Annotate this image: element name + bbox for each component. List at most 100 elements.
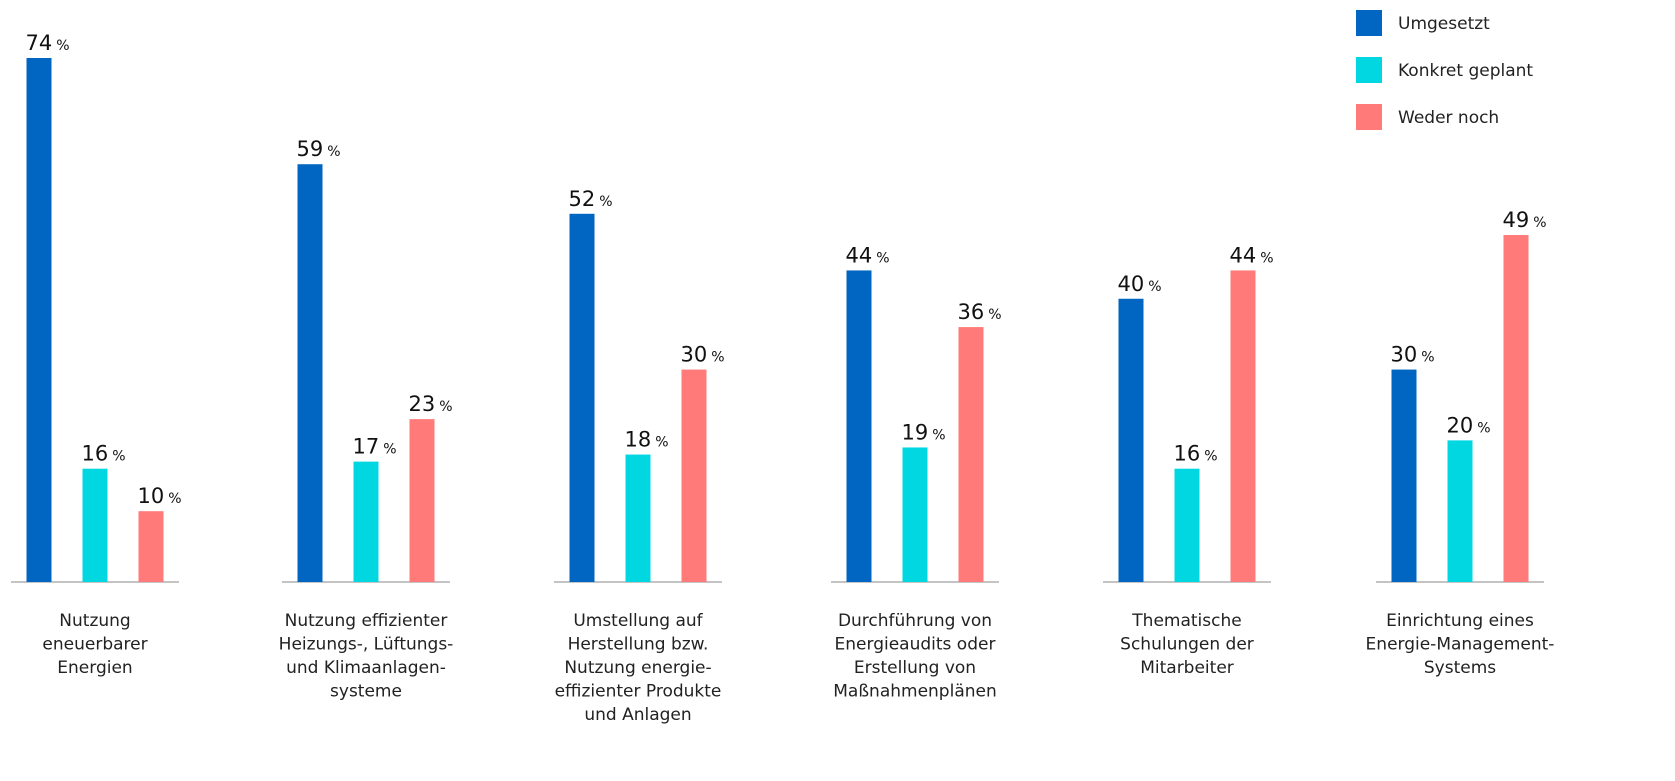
legend-label: Konkret geplant — [1398, 61, 1533, 81]
category-label-line: und Klimaanlagen- — [286, 658, 446, 678]
data-label-value: 49 — [1503, 208, 1530, 232]
data-label-value: 74 — [26, 31, 53, 55]
legend: Umgesetzt Konkret geplant Weder noch — [1356, 10, 1533, 130]
data-label-value: 16 — [1174, 442, 1201, 466]
data-label-unit: % — [439, 399, 452, 415]
data-label-unit: % — [1477, 420, 1490, 436]
data-label-value: 36 — [958, 300, 985, 324]
category-label-line: Systems — [1424, 658, 1496, 678]
category-label-line: Durchführung von — [838, 611, 992, 631]
legend-label: Weder noch — [1398, 108, 1499, 128]
bar — [297, 164, 323, 582]
legend-label: Umgesetzt — [1398, 14, 1490, 34]
data-label-unit: % — [1533, 215, 1546, 231]
data-label-value: 23 — [409, 392, 436, 416]
data-label: 49% — [1503, 208, 1547, 232]
bar-group: 44 % 19 % 36 % Durchführung von Energieaudits o… — [831, 243, 1002, 702]
data-label: 44% — [1230, 243, 1274, 267]
data-label: 36% — [958, 300, 1002, 324]
data-label: 17% — [353, 435, 397, 459]
data-label-unit: % — [56, 38, 69, 54]
data-label-value: 40 — [1118, 272, 1145, 296]
data-label: 23% — [409, 392, 453, 416]
category-label-line: Einrichtung eines — [1386, 611, 1534, 631]
data-label-unit: % — [1148, 279, 1161, 295]
data-label-unit: % — [1204, 449, 1217, 465]
legend-swatch — [1356, 10, 1382, 36]
data-label-unit: % — [711, 350, 724, 366]
bar — [26, 58, 52, 582]
legend-swatch — [1356, 57, 1382, 83]
data-label-value: 30 — [1391, 343, 1418, 367]
data-label-value: 17 — [353, 435, 380, 459]
bar — [138, 511, 164, 582]
data-label: 16% — [1174, 442, 1218, 466]
data-label-value: 10 — [138, 484, 165, 508]
bar — [846, 270, 872, 582]
category-label-line: Heizungs-, Lüftungs- — [279, 635, 454, 655]
data-label-unit: % — [1421, 350, 1434, 366]
data-label: 30% — [1391, 343, 1435, 367]
bar — [681, 369, 707, 582]
data-label-value: 44 — [1230, 243, 1257, 267]
data-label: 18% — [625, 428, 669, 452]
data-label-unit: % — [383, 442, 396, 458]
category-label: Umstellung auf Herstellung bzw. Nutzung en… — [555, 611, 722, 725]
data-label-value: 59 — [297, 137, 324, 161]
bar — [958, 327, 984, 582]
bar — [1118, 298, 1144, 582]
bar — [1391, 369, 1417, 582]
category-label-line: und Anlagen — [584, 705, 691, 725]
bar — [1174, 468, 1200, 582]
category-label: Nutzung effizienter Heizungs-, Lüftungs-u… — [279, 611, 454, 702]
category-label-line: Herstellung bzw. — [568, 635, 709, 655]
category-label: Durchführung von Energieaudits oder Erstel… — [833, 611, 997, 702]
legend-item: Konkret geplant — [1356, 57, 1533, 83]
data-label-unit: % — [168, 491, 181, 507]
category-label-line: Erstellung von — [854, 658, 976, 678]
data-label: 59% — [297, 137, 341, 161]
data-label: 40% — [1118, 272, 1162, 296]
data-label-unit: % — [327, 144, 340, 160]
category-label-line: Mitarbeiter — [1140, 658, 1234, 678]
category-label: Thematische Schulungen der Mitarbeiter — [1120, 611, 1254, 678]
data-label: 30% — [681, 343, 725, 367]
data-label-value: 19 — [902, 420, 929, 444]
data-label-value: 30 — [681, 343, 708, 367]
data-label: 20% — [1447, 413, 1491, 437]
category-label-line: Nutzung — [59, 611, 130, 631]
data-label: 19% — [902, 420, 946, 444]
category-label-line: systeme — [330, 682, 402, 702]
data-label: 16% — [82, 442, 126, 466]
category-label-line: Energien — [57, 658, 132, 678]
bar — [1503, 235, 1529, 582]
data-label-value: 52 — [569, 187, 596, 211]
data-label-value: 20 — [1447, 413, 1474, 437]
data-label-unit: % — [112, 449, 125, 465]
bar-group: 40 %16 %44 %Thematische Schulungen der Mitarb… — [1103, 243, 1274, 678]
bar — [409, 419, 435, 582]
bar — [625, 454, 651, 582]
bar-group: 30 %20 %49 %Einrichtung eines Energie-Manage… — [1366, 208, 1555, 678]
data-label-unit: % — [655, 435, 668, 451]
data-label-unit: % — [599, 194, 612, 210]
legend-swatch — [1356, 104, 1382, 130]
bar — [353, 461, 379, 582]
category-label-line: Maßnahmenplänen — [833, 682, 997, 702]
data-label-unit: % — [876, 250, 889, 266]
category-label-line: Schulungen der — [1120, 635, 1254, 655]
data-label: 52% — [569, 187, 613, 211]
bar-group: 59 %17 %23 %Nutzung effizienter Heizungs-, L… — [279, 137, 454, 701]
category-label: Nutzung eneuerbarer Energien — [42, 611, 147, 678]
bar — [569, 213, 595, 582]
category-label-line: Energieaudits oder — [835, 635, 996, 655]
data-label-value: 44 — [846, 243, 873, 267]
category-label-line: Umstellung auf — [573, 611, 703, 631]
data-label-unit: % — [1260, 250, 1273, 266]
category-label-line: Nutzung effizienter — [285, 611, 448, 631]
category-label-line: Thematische — [1131, 611, 1241, 631]
data-label: 74% — [26, 31, 70, 55]
data-label-value: 18 — [625, 428, 652, 452]
